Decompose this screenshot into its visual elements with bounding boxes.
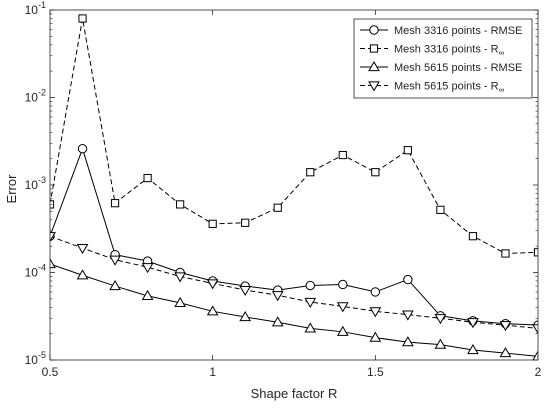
y-tick-label: 10-5 — [25, 350, 46, 367]
y-tick-base: 10 — [25, 3, 39, 17]
data-point-s2-15 — [501, 249, 510, 258]
legend-label-3: Mesh 5615 points - RMSE — [394, 62, 522, 74]
legend-marker-1 — [369, 25, 379, 35]
data-point-s1-10 — [338, 279, 348, 290]
data-point-s4-14 — [467, 318, 479, 329]
data-point-s4-15 — [499, 321, 512, 332]
y-tick-label: 10-1 — [25, 0, 46, 17]
data-point-s3-16 — [532, 350, 538, 360]
legend-label-1: Mesh 3316 points - RMSE — [394, 25, 522, 37]
data-point-s2-3 — [110, 199, 120, 208]
y-tick-exponent: -4 — [38, 263, 46, 273]
data-point-s1-11 — [370, 287, 381, 297]
data-point-s4-9 — [304, 297, 317, 309]
data-point-s2-8 — [273, 203, 282, 212]
data-point-s2-10 — [338, 150, 347, 160]
data-point-s3-15 — [499, 347, 512, 358]
data-point-s3-12 — [401, 336, 414, 347]
series-group — [50, 14, 538, 360]
data-point-s4-13 — [434, 314, 447, 325]
data-point-s3-7 — [239, 311, 252, 322]
legend-label-subscript: ∞ — [499, 86, 505, 95]
data-point-s4-3 — [109, 255, 121, 266]
legend-box — [353, 18, 533, 99]
data-point-s4-5 — [174, 272, 187, 283]
y-tick-base: 10 — [25, 178, 39, 192]
data-point-s4-16 — [532, 324, 538, 335]
data-point-s2-4 — [143, 173, 152, 183]
legend-marker-4 — [368, 81, 380, 92]
x-tick-label: 0.5 — [42, 365, 59, 379]
data-point-s1-12 — [403, 274, 413, 285]
data-point-s2-2 — [78, 14, 87, 23]
y-tick-exponent: -1 — [38, 0, 46, 10]
x-tick-label: 1 — [209, 365, 216, 379]
data-point-s3-2 — [76, 269, 89, 280]
data-point-s2-12 — [403, 146, 412, 155]
data-point-s3-4 — [141, 289, 154, 301]
series-line-3 — [50, 263, 538, 357]
data-point-s3-13 — [434, 338, 447, 349]
data-point-s2-16 — [533, 248, 538, 257]
series-line-1 — [50, 147, 538, 326]
x-tick-label: 2 — [535, 365, 542, 379]
y-tick-label: 10-3 — [25, 175, 46, 192]
data-point-s4-2 — [76, 244, 89, 255]
y-axis-label: Error — [4, 174, 19, 204]
data-point-s3-6 — [206, 305, 219, 316]
data-point-s4-7 — [239, 285, 252, 297]
data-point-s2-5 — [176, 200, 185, 209]
data-point-s4-11 — [369, 307, 382, 318]
y-tick-label: 10-4 — [25, 263, 46, 280]
data-point-s3-14 — [467, 344, 479, 355]
legend-marker-3 — [368, 61, 380, 72]
legend-label-base: Mesh 3316 points - R — [394, 44, 499, 56]
legend-label-4: Mesh 5615 points - R∞ — [394, 81, 505, 95]
series-line-4 — [50, 235, 538, 329]
data-point-s4-10 — [336, 302, 349, 313]
y-tick-base: 10 — [25, 91, 39, 105]
data-point-s2-14 — [468, 232, 478, 241]
data-point-s4-12 — [401, 310, 414, 321]
y-tick-label: 10-2 — [25, 88, 46, 105]
data-point-s2-9 — [306, 168, 315, 177]
y-tick-exponent: -2 — [38, 88, 46, 98]
series-line-2 — [50, 18, 538, 254]
data-point-s2-13 — [436, 205, 445, 214]
data-point-s2-11 — [371, 168, 380, 177]
data-point-s4-1 — [50, 232, 56, 243]
legend-label-2: Mesh 3316 points - R∞ — [394, 44, 505, 58]
data-point-s2-7 — [241, 218, 250, 227]
data-point-s4-6 — [206, 279, 219, 290]
data-point-s4-8 — [271, 291, 284, 302]
data-point-s2-6 — [208, 219, 217, 228]
data-point-s1-9 — [305, 280, 315, 291]
legend-label-subscript: ∞ — [499, 49, 505, 58]
data-point-s4-4 — [141, 263, 154, 274]
data-point-s3-3 — [109, 280, 121, 291]
y-tick-base: 10 — [25, 353, 39, 367]
data-point-s3-5 — [174, 296, 187, 307]
x-axis-label: Shape factor R — [251, 386, 338, 401]
axes: 0.5 1 1.5 210-510-410-310-210-1 — [25, 0, 542, 379]
data-point-s1-2 — [77, 143, 88, 154]
y-tick-base: 10 — [25, 266, 39, 280]
y-tick-exponent: -5 — [38, 350, 46, 360]
x-tick-label: 1.5 — [367, 365, 384, 379]
data-point-s3-11 — [369, 331, 382, 342]
legend-label-base: Mesh 5615 points - R — [394, 81, 499, 93]
legend: Mesh 3316 points - RMSE Mesh 3316 points … — [353, 18, 533, 99]
data-point-s3-1 — [50, 258, 56, 269]
plot-area — [50, 14, 538, 360]
data-point-s3-8 — [271, 316, 284, 327]
data-point-s3-9 — [304, 322, 317, 333]
y-tick-exponent: -3 — [38, 175, 46, 185]
legend-marker-2 — [369, 44, 379, 53]
data-point-s3-10 — [336, 325, 349, 336]
